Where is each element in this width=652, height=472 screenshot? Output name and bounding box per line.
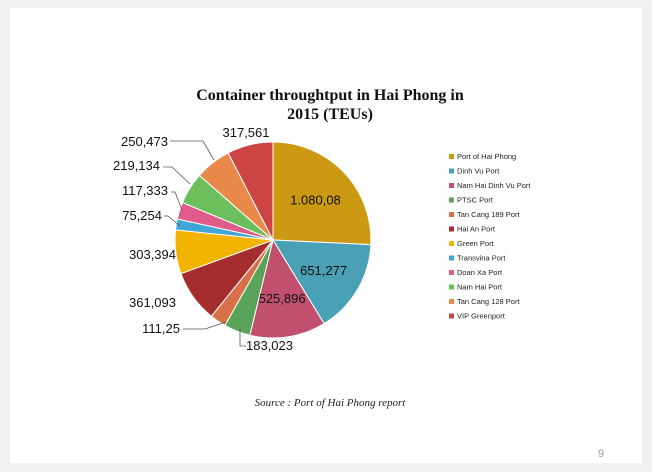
data-label-doan-xa-port: 117,333 [122, 183, 168, 198]
legend-swatch-nam-hai-dinh-vu-port [449, 183, 454, 188]
data-label-dinh-vu-port: 651,277 [300, 263, 347, 278]
legend-label-tan-cang-189-port: Tan Cang 189 Port [457, 210, 520, 219]
legend-label-nam-hai-port: Nam Hai Port [457, 283, 503, 292]
leader-line-tan-cang-189-port [183, 321, 227, 330]
legend-swatch-hai-an-port [449, 226, 454, 232]
data-label-tan-cang-189-port: 111,25 [142, 321, 180, 336]
leader-line-ptsc-port [239, 329, 246, 347]
data-label-nam-hai-port: 219,134 [113, 158, 160, 173]
data-label-ptsc-port: 183,023 [246, 338, 293, 353]
leader-line-transvina-port [164, 215, 181, 227]
legend-label-ptsc-port: PTSC Port [457, 196, 494, 205]
legend-label-doan-xa-port: Doan Xa Port [457, 268, 503, 277]
pie-slice-dinh-vu-port [272, 239, 372, 325]
chart-title: Container throughtput in Hai Phong in 20… [160, 86, 500, 124]
chart-title-line-2: 2015 (TEUs) [287, 106, 373, 123]
data-label-port-of-hai-phong: 1.080,08 [290, 192, 341, 207]
data-label-nam-hai-dinh-vu-port: 525,896 [259, 291, 306, 306]
legend-label-green-port: Green Port [457, 239, 495, 248]
data-label-transvina-port: 75,254 [122, 208, 162, 223]
data-label-hai-an-port: 361,093 [129, 295, 176, 310]
legend-label-dinh-vu-port: Dinh Vu Port [457, 167, 500, 176]
legend-label-port-of-hai-phong: Port of Hai Phong [457, 152, 516, 161]
pie-slice-nam-hai-dinh-vu-port [249, 238, 325, 339]
legend-swatch-tan-cang-128-port [449, 299, 454, 304]
legend-label-vip-greenport: VIP Greenport [457, 312, 506, 321]
data-label-tan-cang-128-port: 250,473 [121, 134, 168, 149]
pie-slice-vip-greenport [227, 141, 274, 241]
legend-label-hai-an-port: Hai An Port [457, 225, 496, 234]
leader-line-tan-cang-128-port [170, 140, 215, 161]
pie-slice-port-of-hai-phong [272, 141, 372, 246]
legend-label-tan-cang-128-port: Tan Cang 128 Port [457, 297, 520, 306]
legend-swatch-transvina-port [449, 255, 454, 261]
legend-swatch-vip-greenport [449, 313, 454, 319]
legend-swatch-green-port [449, 241, 454, 246]
legend-swatch-dinh-vu-port [449, 168, 454, 174]
data-label-vip-greenport: 317,561 [223, 125, 270, 140]
legend-swatch-port-of-hai-phong [449, 154, 454, 159]
chart-title-line-1: Container throughtput in Hai Phong in [196, 87, 464, 104]
page-number: 9 [598, 448, 605, 460]
legend-swatch-ptsc-port [449, 197, 454, 203]
legend-swatch-doan-xa-port [449, 270, 454, 275]
data-label-green-port: 303,394 [129, 247, 176, 262]
legend-swatch-tan-cang-189-port [449, 212, 454, 217]
legend-swatch-nam-hai-port [449, 284, 454, 290]
legend-label-nam-hai-dinh-vu-port: Nam Hai Dinh Vu Port [457, 181, 531, 190]
leader-line-nam-hai-port [163, 166, 191, 185]
chart-source: Source : Port of Hai Phong report [254, 397, 406, 409]
leader-line-doan-xa-port [171, 191, 183, 211]
legend-label-transvina-port: Transvina Port [457, 254, 506, 263]
